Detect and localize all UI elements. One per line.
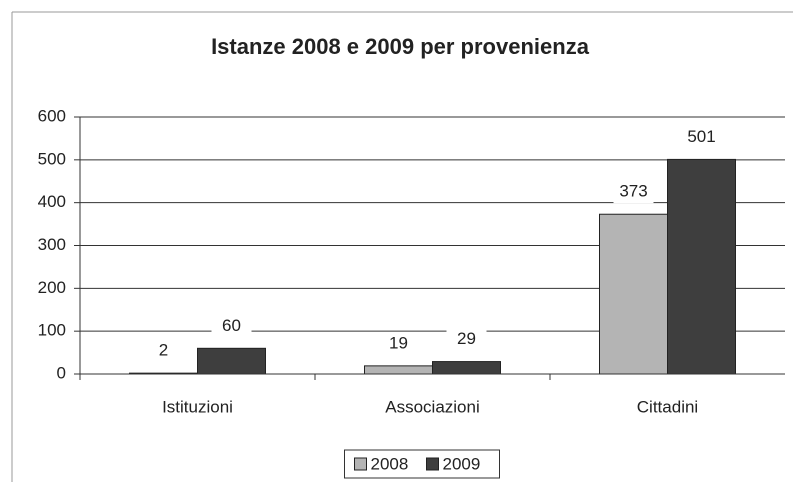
value-label: 60 bbox=[222, 316, 241, 335]
value-label: 2 bbox=[159, 341, 168, 360]
value-label-bg bbox=[378, 332, 419, 355]
legend-box bbox=[344, 449, 500, 479]
value-label: 19 bbox=[389, 333, 408, 352]
bar bbox=[599, 213, 668, 375]
legend-swatch bbox=[354, 457, 367, 471]
legend-label: 2009 bbox=[443, 454, 481, 473]
value-label: 373 bbox=[619, 182, 647, 201]
value-label-bg bbox=[681, 126, 722, 149]
x-tick-label: Associazioni bbox=[385, 397, 480, 416]
value-label: 29 bbox=[457, 329, 476, 348]
x-tick-label: Cittadini bbox=[637, 397, 698, 416]
y-tick-label: 100 bbox=[38, 321, 66, 340]
value-label-bg bbox=[143, 340, 184, 363]
y-tick-label: 200 bbox=[38, 278, 66, 297]
chart-title: Istanze 2008 e 2009 per provenienza bbox=[211, 34, 590, 59]
bar bbox=[667, 158, 736, 375]
y-tick-label: 600 bbox=[38, 106, 66, 125]
y-tick-label: 0 bbox=[57, 363, 66, 382]
value-label-bg bbox=[446, 328, 487, 351]
value-label: 501 bbox=[687, 127, 715, 146]
bar bbox=[364, 365, 433, 375]
value-label-bg bbox=[613, 181, 654, 204]
bar bbox=[197, 347, 266, 375]
legend-swatch bbox=[426, 457, 439, 471]
x-tick-label: Istituzioni bbox=[162, 397, 233, 416]
y-tick-label: 300 bbox=[38, 235, 66, 254]
y-tick-label: 400 bbox=[38, 192, 66, 211]
value-label-bg bbox=[211, 315, 252, 338]
legend-label: 2008 bbox=[371, 454, 409, 473]
bar bbox=[432, 361, 501, 375]
y-tick-label: 500 bbox=[38, 149, 66, 168]
